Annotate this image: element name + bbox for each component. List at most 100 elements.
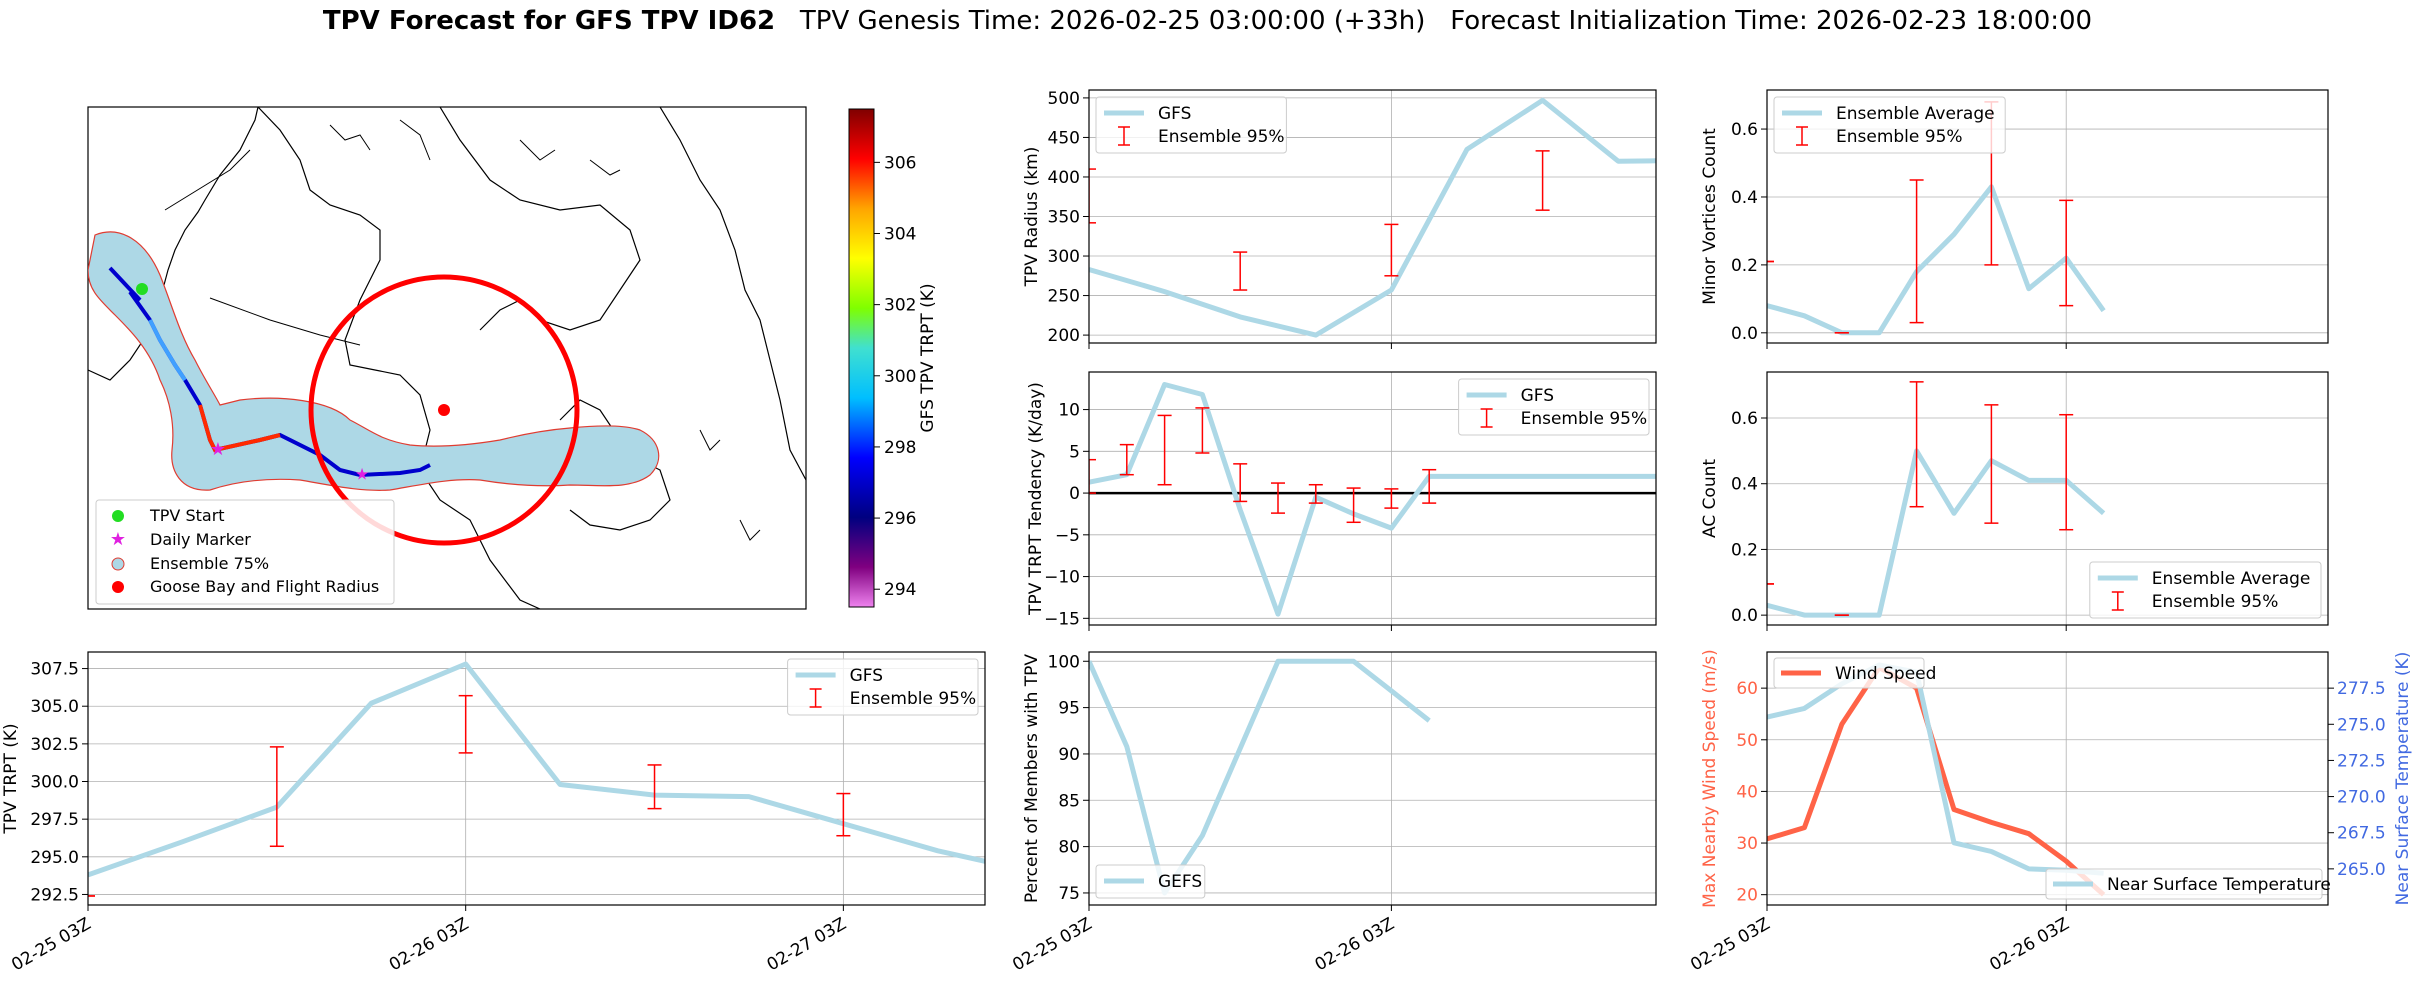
legend: Wind Speed Near Surface Temperature: [1773, 657, 2331, 900]
y-tick-label: 20: [1736, 886, 1758, 906]
y-tick-label: 350: [1048, 208, 1080, 228]
legend-ensemble-icon: [111, 557, 125, 571]
y-tick-label: 0.6: [1731, 120, 1758, 140]
plot-area: [1767, 662, 2106, 897]
y-tick-label: 50: [1736, 731, 1758, 751]
plot-area: [1089, 382, 1656, 617]
y-tick-label: 10: [1058, 401, 1080, 421]
colorbar-tick-label: 296: [884, 509, 916, 529]
errorbar: [1119, 443, 1134, 476]
errorbar: [1271, 482, 1285, 514]
legend: GEFS: [1095, 864, 1206, 899]
y-axis-label: Minor Vortices Count: [1700, 128, 1720, 305]
legend: GFS Ensemble 95%: [1095, 96, 1287, 154]
y-tick-label: 200: [1048, 326, 1080, 346]
map-panel: ★ ★ TPV Start ★ Daily Marker Ensemble 75…: [87, 106, 938, 610]
legend-label: Ensemble 95%: [1521, 409, 1648, 429]
colorbar-label: GFS TPV TRPT (K): [918, 283, 938, 432]
axes-frame: [1088, 371, 1657, 626]
y-tick-label: 300.0: [30, 773, 79, 793]
series-line-gfs: [88, 661, 985, 878]
y-tick-label: 85: [1058, 791, 1080, 811]
y-tick-label: 100: [1048, 652, 1080, 672]
goose-bay-marker: [438, 404, 450, 416]
axes-frame: [1766, 651, 2329, 906]
grid: [1766, 652, 2328, 905]
errorbar: [1089, 458, 1096, 494]
legend-daily-icon: ★: [110, 529, 126, 550]
legend-label: GFS: [1521, 386, 1554, 406]
tpv-start-marker: [136, 283, 148, 295]
ensemble-75-area: [88, 231, 660, 491]
errorbar: [1346, 487, 1361, 524]
flight-radius: [308, 274, 580, 546]
y-tick-label: 0.6: [1731, 409, 1758, 429]
legend-start-icon: [112, 510, 124, 522]
y-tick-label: −10: [1044, 568, 1080, 588]
x-tick-label: 02-25 03Z: [1009, 914, 1095, 975]
y-axis-label: TPV Radius (km): [1022, 147, 1042, 288]
legend-box: [1773, 657, 1925, 689]
y-tick-label: 30: [1736, 834, 1758, 854]
legend-box: [2089, 561, 2322, 619]
panel-members: 75 80 85 90 95 100 Percent of Members with TPV…: [1009, 651, 1657, 975]
errorbar: [1535, 150, 1550, 211]
errorbar: [1233, 251, 1248, 291]
legend-box: [1095, 864, 1206, 899]
y-tick-label: 305.0: [30, 697, 79, 717]
legend: GFS Ensemble 95%: [1458, 378, 1650, 436]
legend-goosebay-label: Goose Bay and Flight Radius: [150, 577, 379, 596]
legend: Ensemble Average Ensemble 95%: [1773, 96, 2006, 154]
legend-label: Ensemble 95%: [850, 689, 977, 709]
y-tick-label: −5: [1055, 526, 1080, 546]
legend-label: GEFS: [1158, 872, 1202, 892]
panel-minor: 0.0 0.2 0.4 0.6 Minor Vortices Count Ensemble…: [1700, 89, 2329, 349]
errorbar: [836, 792, 851, 837]
y2-axis-label: Near Surface Temperature (K): [2393, 652, 2413, 906]
coastline-hudson: [257, 107, 541, 609]
colorbar-tick-label: 300: [884, 367, 916, 387]
y-tick-label: 0.4: [1731, 475, 1758, 495]
errorbar: [1384, 223, 1399, 277]
colorbar-tick-label: 304: [884, 225, 916, 245]
legend-label: Ensemble 95%: [1836, 127, 1963, 147]
errorbar: [1384, 488, 1399, 509]
errorbar: [1909, 179, 1924, 324]
y-tick-label: 40: [1736, 782, 1758, 802]
coastline-greenland: [659, 107, 806, 481]
legend-label: Ensemble Average: [2152, 569, 2311, 589]
y-tick-label: 60: [1736, 679, 1758, 699]
y-tick-label: 0.2: [1731, 256, 1758, 276]
y-tick-label: 0.0: [1731, 606, 1758, 626]
y2-tick-label: 275.0: [2337, 715, 2386, 735]
y2-tick-label: 270.0: [2337, 788, 2386, 808]
legend-label: Ensemble 95%: [2152, 592, 2279, 612]
figure-title: TPV Forecast for GFS TPV ID62 TPV Genesi…: [0, 6, 2415, 36]
errorbar: [1195, 407, 1210, 454]
plot-area: [1767, 381, 2106, 618]
legend: Ensemble Average Ensemble 95%: [2089, 561, 2322, 619]
y-tick-label: 0.4: [1731, 188, 1758, 208]
errorbar: [1687, 148, 1701, 211]
tpv-track-warm: [198, 404, 281, 453]
y-axis-label: AC Count: [1700, 459, 1720, 538]
y-axis-label: Max Nearby Wind Speed (m/s): [1700, 649, 1720, 908]
figure-title-rest: TPV Genesis Time: 2026-02-25 03:00:00 (+…: [775, 6, 2093, 36]
errorbar: [1157, 414, 1172, 486]
errorbar: [1422, 468, 1437, 504]
legend-ensemble-label: Ensemble 75%: [150, 554, 269, 573]
y-tick-label: 0.0: [1731, 324, 1758, 344]
legend-daily-label: Daily Marker: [150, 530, 251, 549]
y-tick-label: 0.2: [1731, 540, 1758, 560]
legend-goosebay-icon: [112, 581, 124, 593]
daily-marker-1: ★: [210, 439, 226, 460]
colorbar-ticks: 294 296 298 300 302 304 306: [874, 153, 916, 600]
y-axis-label: TPV TRPT (K): [1, 723, 21, 834]
y-tick-label: 500: [1048, 89, 1080, 109]
y-tick-label: 250: [1048, 287, 1080, 307]
errorbar: [1984, 404, 1999, 524]
x-tick-label: 02-26 03Z: [386, 914, 472, 975]
errorbar: [458, 694, 473, 754]
y-tick-label: 5: [1069, 442, 1080, 462]
